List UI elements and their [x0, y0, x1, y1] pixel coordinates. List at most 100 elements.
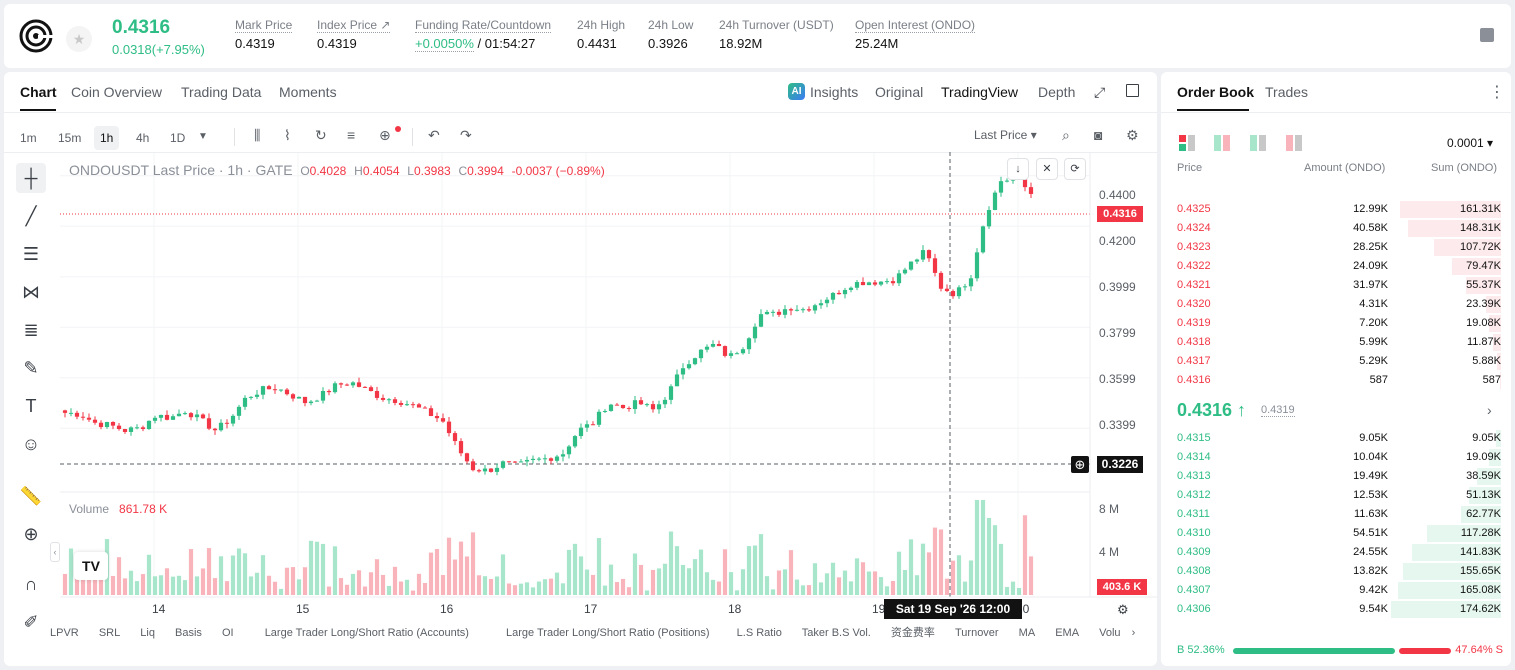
timeframe-4h[interactable]: 4h — [136, 131, 150, 145]
bid-row[interactable]: 0.4315 9.05K 9.05K — [1161, 429, 1511, 448]
tradingview-logo-icon[interactable]: TV — [74, 552, 108, 580]
crosshair-tool-icon[interactable]: ┼ — [16, 163, 46, 193]
indicator-oi[interactable]: OI — [222, 627, 234, 639]
ask-row[interactable]: 0.4321 31.97K 55.37K — [1161, 276, 1511, 295]
more-options-icon[interactable]: ⋮ — [1489, 84, 1505, 101]
axis-settings-icon[interactable]: ⚙ — [1117, 602, 1129, 617]
book-asks-icon[interactable] — [1286, 135, 1302, 151]
bid-row[interactable]: 0.4313 19.49K 38.59K — [1161, 467, 1511, 486]
ask-row[interactable]: 0.4323 28.25K 107.72K — [1161, 238, 1511, 257]
book-bids-icon[interactable] — [1250, 135, 1266, 151]
depth-bar — [1399, 201, 1501, 218]
pattern-tool-icon[interactable]: ⋈ — [22, 282, 40, 302]
ask-row[interactable]: 0.4318 5.99K 11.87K — [1161, 333, 1511, 352]
tab-trades[interactable]: Trades — [1265, 84, 1309, 100]
magnet-tool-icon[interactable]: ∩ — [24, 574, 38, 594]
indicator-ls-accounts[interactable]: Large Trader Long/Short Ratio (Accounts) — [264, 627, 469, 639]
indicator-taker-vol[interactable]: Taker B.S Vol. — [801, 627, 871, 639]
compare-icon[interactable]: ↻ — [315, 127, 327, 143]
brush-tool-icon[interactable]: ✎ — [23, 358, 39, 378]
timeframe-1h[interactable]: 1h — [94, 126, 120, 150]
ask-row[interactable]: 0.4316 587 587 — [1161, 371, 1511, 390]
fib-tool-icon[interactable]: ≣ — [23, 320, 39, 340]
scroll-down-icon[interactable]: ↓ — [1007, 158, 1029, 180]
text-tool-icon[interactable]: T — [25, 396, 37, 416]
collapse-icon[interactable]: ✕ — [1036, 158, 1058, 180]
volume-bar — [440, 575, 446, 595]
chevron-right-icon[interactable]: › — [1487, 402, 1492, 418]
tab-moments[interactable]: Moments — [279, 84, 337, 100]
timeframe-15m[interactable]: 15m — [58, 131, 82, 145]
indicator-volume[interactable]: Volu — [1099, 627, 1121, 639]
tab-chart[interactable]: Chart — [20, 84, 57, 100]
emoji-tool-icon[interactable]: ☺ — [21, 434, 41, 454]
tab-coin-overview[interactable]: Coin Overview — [71, 84, 163, 100]
ask-row[interactable]: 0.4319 7.20K 19.08K — [1161, 314, 1511, 333]
volume-bar — [548, 578, 554, 595]
bid-row[interactable]: 0.4306 9.54K 174.62K — [1161, 600, 1511, 619]
view-insights[interactable]: Insights — [810, 84, 859, 100]
precision-select[interactable]: 0.0001 ▾ — [1447, 136, 1494, 150]
bid-price: 0.4310 — [1177, 527, 1211, 539]
undo-icon[interactable]: ↶ — [428, 127, 440, 143]
ask-row[interactable]: 0.4322 24.09K 79.47K — [1161, 257, 1511, 276]
templates-icon[interactable]: ≡ — [347, 127, 356, 143]
zoom-tool-icon[interactable]: ⊕ — [23, 524, 39, 544]
indicator-ls-ratio[interactable]: L.S Ratio — [736, 627, 782, 639]
expand-icon[interactable]: ⤢ — [1094, 84, 1106, 100]
bid-row[interactable]: 0.4308 13.82K 155.65K — [1161, 562, 1511, 581]
search-icon[interactable]: ⌕ — [1062, 127, 1070, 143]
timeframe-dropdown-icon[interactable]: ▼ — [198, 131, 208, 142]
view-depth[interactable]: Depth — [1038, 84, 1076, 100]
add-indicator-icon[interactable]: ⊕ — [379, 127, 391, 143]
indicator-srl[interactable]: SRL — [98, 627, 121, 639]
timeframe-1d[interactable]: 1D — [170, 131, 186, 145]
bid-row[interactable]: 0.4314 10.04K 19.09K — [1161, 448, 1511, 467]
bid-row[interactable]: 0.4311 11.63K 62.77K — [1161, 505, 1511, 524]
ask-row[interactable]: 0.4317 5.29K 5.88K — [1161, 352, 1511, 371]
indicators-icon[interactable]: ⌇ — [284, 127, 291, 143]
add-alert-icon[interactable]: ⊕ — [1071, 456, 1089, 473]
bid-row[interactable]: 0.4312 12.53K 51.13K — [1161, 486, 1511, 505]
indicator-ema[interactable]: EMA — [1055, 627, 1080, 639]
indicator-lpvr[interactable]: LPVR — [50, 627, 79, 639]
collapse-toolbar-icon[interactable]: ‹ — [50, 542, 60, 562]
pencil-lock-tool-icon[interactable]: ✐ — [23, 612, 39, 632]
favorite-star-icon[interactable]: ★ — [66, 26, 92, 52]
view-original[interactable]: Original — [875, 84, 924, 100]
bid-row[interactable]: 0.4307 9.42K 165.08K — [1161, 581, 1511, 600]
bid-row[interactable]: 0.4310 54.51K 117.28K — [1161, 524, 1511, 543]
bid-row[interactable]: 0.4309 24.55K 141.83K — [1161, 543, 1511, 562]
indicator-ma[interactable]: MA — [1018, 627, 1036, 639]
ask-row[interactable]: 0.4320 4.31K 23.39K — [1161, 295, 1511, 314]
stat-index-price[interactable]: Index Price ↗ 0.4319 — [317, 18, 391, 51]
book-split-icon[interactable] — [1214, 135, 1230, 151]
chevron-right-icon[interactable]: › — [1131, 627, 1136, 639]
indicator-funding-rate[interactable]: 资金费率 — [890, 627, 935, 639]
exchange-logo-icon[interactable] — [18, 18, 54, 54]
trend-line-tool-icon[interactable]: ╱ — [25, 206, 37, 226]
timeframe-1m[interactable]: 1m — [20, 131, 37, 145]
volume-bar — [254, 572, 260, 595]
horizontal-lines-tool-icon[interactable]: ☰ — [22, 244, 40, 264]
screenshot-icon[interactable]: ◙ — [1094, 127, 1103, 143]
book-both-icon[interactable] — [1179, 135, 1195, 151]
ask-row[interactable]: 0.4325 12.99K 161.31K — [1161, 200, 1511, 219]
indicator-turnover[interactable]: Turnover — [954, 627, 999, 639]
redo-icon[interactable]: ↷ — [460, 127, 472, 143]
ruler-tool-icon[interactable]: 📏 — [19, 486, 43, 506]
tab-trading-data[interactable]: Trading Data — [181, 84, 262, 100]
fullscreen-icon[interactable] — [1126, 84, 1139, 97]
indicator-basis[interactable]: Basis — [175, 627, 202, 639]
book-icon[interactable] — [1480, 28, 1494, 42]
view-tradingview[interactable]: TradingView — [941, 84, 1019, 100]
candle-type-icon[interactable]: ⫼ — [254, 127, 261, 143]
price-type-select[interactable]: Last Price ▾ — [974, 128, 1037, 142]
indicator-bar: LPVR SRL Liq Basis OI Large Trader Long/… — [50, 624, 1152, 640]
reset-view-icon[interactable]: ⟳ — [1064, 158, 1086, 180]
ask-row[interactable]: 0.4324 40.58K 148.31K — [1161, 219, 1511, 238]
tab-order-book[interactable]: Order Book — [1177, 84, 1255, 100]
indicator-ls-positions[interactable]: Large Trader Long/Short Ratio (Positions… — [505, 627, 710, 639]
indicator-liq[interactable]: Liq — [140, 627, 155, 639]
settings-gear-icon[interactable]: ⚙ — [1126, 127, 1139, 143]
